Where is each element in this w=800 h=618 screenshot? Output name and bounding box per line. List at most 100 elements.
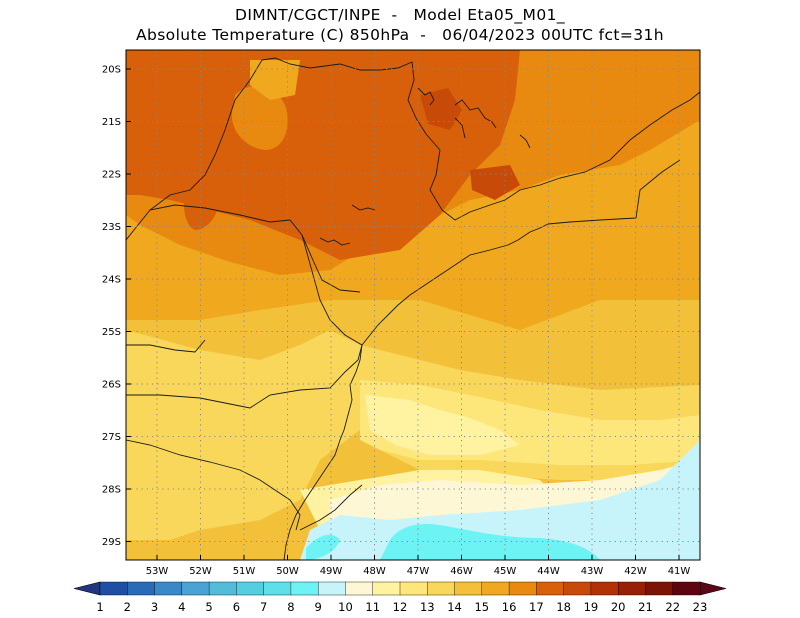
- colorbar-swatch: [672, 581, 701, 596]
- lat-label: 27S: [102, 432, 121, 443]
- border-ms-go: [149, 57, 441, 211]
- colorbar-swatch: [208, 581, 237, 596]
- colorbar-swatch: [617, 581, 647, 596]
- field-pocket-16: [250, 60, 300, 100]
- colorbar-swatch: [563, 581, 592, 596]
- lon-label: 49W: [320, 566, 343, 577]
- colorbar-label: 1: [96, 600, 103, 614]
- grid-lines: [126, 50, 700, 560]
- lon-label: 41W: [668, 566, 691, 577]
- colorbar-label: 18: [556, 600, 571, 614]
- colorbar-swatch: [427, 581, 456, 596]
- reservoir-3: [454, 117, 466, 139]
- colorbar-label: 14: [447, 600, 462, 614]
- colorbar-swatch: [372, 581, 401, 596]
- colorbar-swatch: [181, 581, 210, 596]
- political-boundaries: [126, 57, 700, 560]
- lon-label: 44W: [537, 566, 560, 577]
- colorbar-swatch: [590, 581, 619, 596]
- latitude-labels: 20S 21S 22S 23S 24S 25S 26S 27S 28S 29S: [102, 65, 121, 549]
- lon-label: 48W: [363, 566, 386, 577]
- colorbar-swatch: [645, 581, 674, 596]
- colorbar-label: 4: [178, 600, 185, 614]
- field-zone-9-west: [306, 534, 340, 560]
- colorbar-swatch: [99, 581, 128, 596]
- colorbar-label: 10: [338, 600, 353, 614]
- field-pocket-17: [231, 86, 288, 150]
- field-zone-12: [365, 395, 520, 455]
- lat-label: 29S: [102, 537, 121, 548]
- field-zone-18: [126, 50, 520, 260]
- colorbar-swatch: [345, 581, 374, 596]
- colorbar: 1 2 3 4 5 6 7 8 9 10 11 12 13 14 15 16 17 18 19 20 21 22 23: [73, 581, 727, 614]
- lat-label: 23S: [102, 222, 121, 233]
- colorbar-label: 3: [151, 600, 158, 614]
- colorbar-swatch: [127, 581, 156, 596]
- colorbar-over-arrow: [699, 581, 727, 596]
- colorbar-label: 2: [124, 600, 131, 614]
- colorbar-label: 11: [365, 600, 380, 614]
- colorbar-label: 20: [611, 600, 626, 614]
- lon-label: 46W: [450, 566, 473, 577]
- lon-label: 53W: [146, 566, 169, 577]
- reservoir-6: [519, 134, 531, 149]
- temperature-field: [126, 50, 700, 560]
- colorbar-label: 6: [233, 600, 240, 614]
- field-spot-19-b: [470, 165, 520, 200]
- coastline-sc: [283, 344, 363, 560]
- lon-label: 52W: [189, 566, 212, 577]
- lon-label: 45W: [494, 566, 517, 577]
- colorbar-swatch: [290, 581, 319, 596]
- border-pr-sp: [301, 234, 363, 346]
- colorbar-swatch: [399, 581, 428, 596]
- border-sp-mg: [429, 91, 700, 221]
- colorbar-swatch: [263, 581, 292, 596]
- lon-label: 43W: [581, 566, 604, 577]
- reservoir-4: [351, 204, 376, 211]
- colorbar-label: 15: [474, 600, 489, 614]
- colorbar-label: 7: [260, 600, 267, 614]
- lon-label: 50W: [276, 566, 299, 577]
- colorbar-label: 23: [693, 600, 708, 614]
- colorbar-swatch: [154, 581, 183, 596]
- map-frame: [125, 49, 701, 561]
- colorbar-label: 8: [287, 600, 294, 614]
- reservoir-1: [417, 87, 435, 106]
- map-title-line-1: DIMNT/CGCT/INPE - Model Eta05_M01_: [235, 6, 565, 24]
- border-pr-sc: [126, 344, 363, 409]
- border-west: [126, 339, 206, 353]
- lon-label: 51W: [233, 566, 256, 577]
- reservoir-5: [319, 237, 351, 246]
- colorbar-swatch: [536, 581, 565, 596]
- colorbar-swatch: [236, 581, 265, 596]
- lat-label: 25S: [102, 327, 121, 338]
- colorbar-label: 22: [665, 600, 680, 614]
- lon-label: 47W: [407, 566, 430, 577]
- lat-label: 20S: [102, 65, 121, 76]
- colorbar-label: 16: [502, 600, 517, 614]
- border-sc-rs: [126, 439, 301, 531]
- border-ms-sp: [126, 204, 361, 293]
- colorbar-swatch: [481, 581, 510, 596]
- colorbar-label: 9: [315, 600, 322, 614]
- colorbar-label: 5: [205, 600, 212, 614]
- lat-label: 21S: [102, 117, 121, 128]
- colorbar-swatch: [454, 581, 483, 596]
- field-blob-18: [183, 156, 222, 230]
- colorbar-label: 21: [638, 600, 653, 614]
- coastline-sp: [361, 223, 549, 346]
- colorbar-label: 17: [529, 600, 544, 614]
- reservoir-2: [454, 99, 497, 129]
- map-title-line-2: Absolute Temperature (C) 850hPa - 06/04/…: [135, 26, 665, 44]
- lat-label: 28S: [102, 485, 121, 496]
- longitude-labels: 53W 52W 51W 50W 49W 48W 47W 46W 45W 44W 43W 42W 41W: [146, 566, 691, 577]
- border-rj-mg: [547, 159, 681, 225]
- lat-label: 24S: [102, 275, 121, 286]
- colorbar-swatch: [508, 581, 537, 596]
- lon-label: 42W: [624, 566, 647, 577]
- colorbar-label: 12: [393, 600, 408, 614]
- colorbar-label: 19: [584, 600, 599, 614]
- lat-label: 22S: [102, 170, 121, 181]
- colorbar-label: 13: [420, 600, 435, 614]
